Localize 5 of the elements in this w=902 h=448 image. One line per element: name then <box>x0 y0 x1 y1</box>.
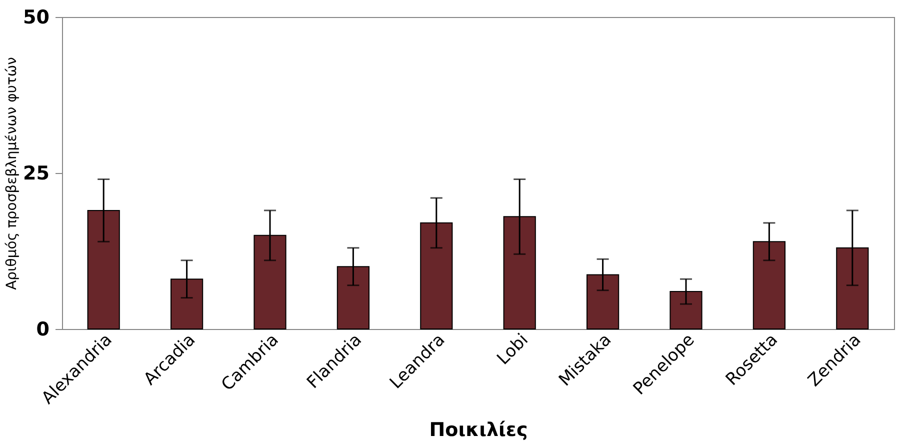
y-tick-label: 25 <box>23 162 50 184</box>
y-tick-label: 50 <box>23 6 50 28</box>
y-axis-title: Αριθμός προσβεβλημένων φυτών <box>4 56 20 290</box>
y-tick-label: 0 <box>36 318 50 340</box>
x-axis-title: Ποικιλίες <box>429 418 528 441</box>
